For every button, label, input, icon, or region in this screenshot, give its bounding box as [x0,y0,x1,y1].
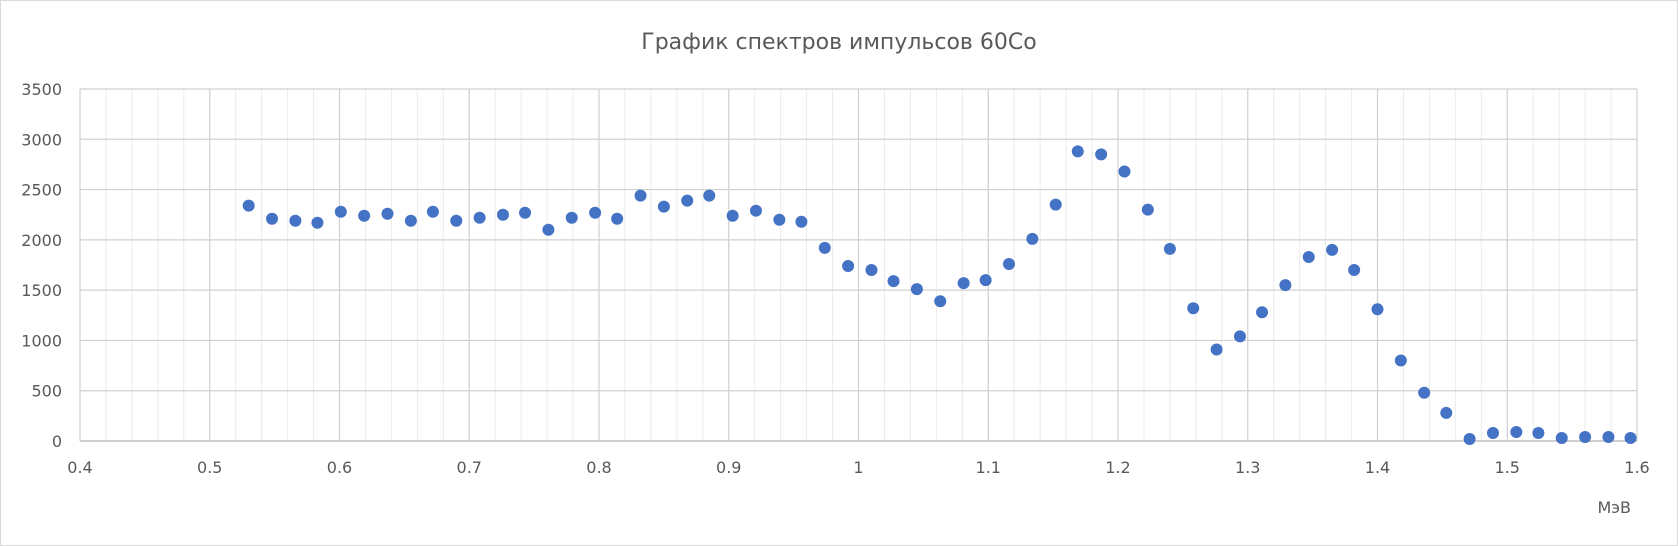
x-tick-label: 1.2 [1105,458,1130,477]
data-point [865,264,878,277]
data-point [1418,386,1431,399]
data-point [311,216,324,229]
data-point [1602,430,1615,443]
data-point [496,208,509,221]
data-point [1348,264,1361,277]
data-point [1440,406,1453,419]
data-point [1095,148,1108,161]
y-tick-label: 3000 [21,130,62,149]
data-point [934,295,947,308]
x-tick-labels: 0.4 0.5 0.6 0.7 0.8 0.9 1 1.1 1.2 1.3 1.4 1.5 1.6 [67,458,1649,477]
data-point [1555,431,1568,444]
y-tick-label: 500 [31,382,62,401]
y-tick-label: 1000 [21,331,62,350]
data-point [358,209,371,222]
x-axis-title: МэВ [1597,498,1631,517]
x-tick-label: 1.1 [976,458,1001,477]
data-point [1118,165,1131,178]
data-point [773,213,786,226]
data-point [565,211,578,224]
data-point [887,275,900,288]
x-tick-label: 1.3 [1235,458,1260,477]
y-tick-label: 0 [52,432,62,451]
data-point [289,214,302,227]
data-points [242,145,1637,445]
data-point [1141,203,1154,216]
data-point [450,214,463,227]
data-point [334,205,347,218]
data-point [1233,330,1246,343]
x-tick-label: 0.5 [197,458,222,477]
data-point [634,189,647,202]
data-point [1256,306,1269,319]
data-point [1463,432,1476,445]
data-point [1049,198,1062,211]
data-point [542,223,555,236]
x-tick-label: 1.4 [1365,458,1390,477]
y-tick-label: 2500 [21,181,62,200]
x-tick-label: 0.8 [586,458,611,477]
data-point [1071,145,1084,158]
y-tick-label: 3500 [21,80,62,99]
chart-title: График спектров импульсов 60Co [641,30,1036,55]
data-point [957,277,970,290]
y-tick-label: 1500 [21,281,62,300]
x-tick-label: 1.5 [1495,458,1520,477]
data-point [1210,343,1223,356]
data-point [611,212,624,225]
x-tick-label: 0.4 [67,458,92,477]
x-tick-label: 0.6 [327,458,352,477]
data-point [842,260,855,273]
data-point [1532,426,1545,439]
data-point [589,206,602,219]
major-gridlines [79,88,1638,441]
data-point [266,212,279,225]
x-tick-label: 1 [853,458,863,477]
data-point [1394,354,1407,367]
data-point [979,274,992,287]
data-point [242,199,255,212]
x-tick-label: 0.9 [716,458,741,477]
data-point [1624,431,1637,444]
data-point [1279,279,1292,292]
data-point [426,205,439,218]
data-point [1187,302,1200,315]
data-point [1163,242,1176,255]
data-point [703,189,716,202]
x-tick-label: 0.7 [457,458,482,477]
data-point [1026,232,1039,245]
data-point [726,209,739,222]
y-tick-labels: 0 500 1000 1500 2000 2500 3000 3500 [21,80,62,451]
data-point [1510,425,1523,438]
data-point [404,214,417,227]
data-point [1579,430,1592,443]
data-point [1302,250,1315,263]
data-point [910,283,923,296]
data-point [795,215,808,228]
data-point [657,200,670,213]
data-point [681,194,694,207]
data-point [1371,303,1384,316]
data-point [749,204,762,217]
data-point [1326,243,1339,256]
data-point [473,211,486,224]
data-point [381,207,394,220]
data-point [1486,426,1499,439]
x-tick-label: 1.6 [1624,458,1649,477]
data-point [519,206,532,219]
data-point [818,241,831,254]
data-point [1003,257,1016,270]
y-tick-label: 2000 [21,231,62,250]
